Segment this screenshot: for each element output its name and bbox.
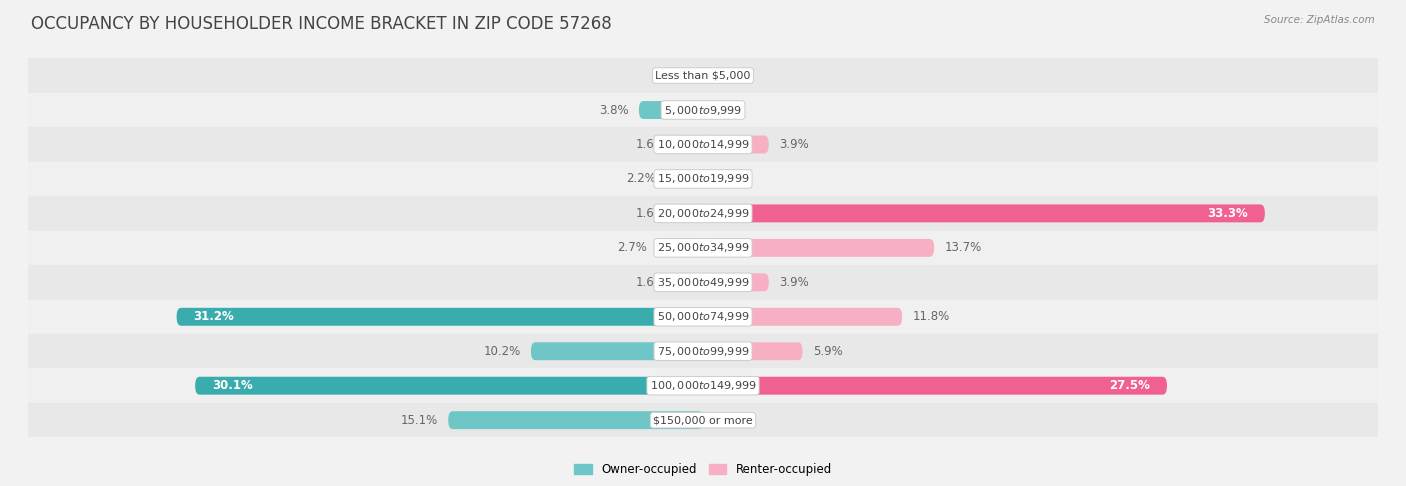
Text: $75,000 to $99,999: $75,000 to $99,999	[657, 345, 749, 358]
FancyBboxPatch shape	[703, 239, 934, 257]
Text: 0.0%: 0.0%	[713, 173, 742, 186]
Bar	[28, 58, 1378, 93]
Bar	[28, 162, 1378, 196]
FancyBboxPatch shape	[531, 342, 703, 360]
Bar	[28, 231, 1378, 265]
FancyBboxPatch shape	[658, 239, 703, 257]
Text: 0.0%: 0.0%	[664, 69, 693, 82]
Text: 2.7%: 2.7%	[617, 242, 647, 254]
Text: 5.9%: 5.9%	[813, 345, 842, 358]
FancyBboxPatch shape	[666, 170, 703, 188]
Text: 3.9%: 3.9%	[779, 138, 808, 151]
Text: 13.7%: 13.7%	[945, 242, 981, 254]
Text: $10,000 to $14,999: $10,000 to $14,999	[657, 138, 749, 151]
Text: Less than $5,000: Less than $5,000	[655, 70, 751, 81]
FancyBboxPatch shape	[703, 273, 769, 291]
Text: $100,000 to $149,999: $100,000 to $149,999	[650, 379, 756, 392]
Text: 10.2%: 10.2%	[484, 345, 520, 358]
Text: 1.6%: 1.6%	[636, 207, 666, 220]
FancyBboxPatch shape	[676, 273, 703, 291]
Text: $5,000 to $9,999: $5,000 to $9,999	[664, 104, 742, 117]
Legend: Owner-occupied, Renter-occupied: Owner-occupied, Renter-occupied	[569, 458, 837, 481]
Text: 27.5%: 27.5%	[1109, 379, 1150, 392]
Text: 0.0%: 0.0%	[713, 104, 742, 117]
FancyBboxPatch shape	[676, 205, 703, 223]
Text: 15.1%: 15.1%	[401, 414, 439, 427]
Text: 0.0%: 0.0%	[713, 69, 742, 82]
Text: 1.6%: 1.6%	[636, 138, 666, 151]
Text: OCCUPANCY BY HOUSEHOLDER INCOME BRACKET IN ZIP CODE 57268: OCCUPANCY BY HOUSEHOLDER INCOME BRACKET …	[31, 15, 612, 33]
Bar	[28, 368, 1378, 403]
Text: 3.8%: 3.8%	[599, 104, 628, 117]
Text: $150,000 or more: $150,000 or more	[654, 415, 752, 425]
Text: $20,000 to $24,999: $20,000 to $24,999	[657, 207, 749, 220]
FancyBboxPatch shape	[638, 101, 703, 119]
Text: $15,000 to $19,999: $15,000 to $19,999	[657, 173, 749, 186]
Bar	[28, 265, 1378, 299]
Text: 1.6%: 1.6%	[636, 276, 666, 289]
FancyBboxPatch shape	[703, 377, 1167, 395]
FancyBboxPatch shape	[676, 136, 703, 154]
Text: $50,000 to $74,999: $50,000 to $74,999	[657, 310, 749, 323]
Bar	[28, 196, 1378, 231]
Text: $35,000 to $49,999: $35,000 to $49,999	[657, 276, 749, 289]
Text: 11.8%: 11.8%	[912, 310, 949, 323]
FancyBboxPatch shape	[449, 411, 703, 429]
Text: $25,000 to $34,999: $25,000 to $34,999	[657, 242, 749, 254]
Text: 33.3%: 33.3%	[1208, 207, 1249, 220]
FancyBboxPatch shape	[703, 136, 769, 154]
Bar	[28, 299, 1378, 334]
Bar	[28, 334, 1378, 368]
FancyBboxPatch shape	[177, 308, 703, 326]
Text: Source: ZipAtlas.com: Source: ZipAtlas.com	[1264, 15, 1375, 25]
FancyBboxPatch shape	[703, 342, 803, 360]
Bar	[28, 403, 1378, 437]
Bar	[28, 93, 1378, 127]
Text: 3.9%: 3.9%	[779, 276, 808, 289]
FancyBboxPatch shape	[703, 308, 903, 326]
Text: 2.2%: 2.2%	[626, 173, 655, 186]
Bar	[28, 127, 1378, 162]
FancyBboxPatch shape	[703, 205, 1265, 223]
Text: 30.1%: 30.1%	[212, 379, 253, 392]
Text: 0.0%: 0.0%	[713, 414, 742, 427]
FancyBboxPatch shape	[195, 377, 703, 395]
Text: 31.2%: 31.2%	[194, 310, 235, 323]
